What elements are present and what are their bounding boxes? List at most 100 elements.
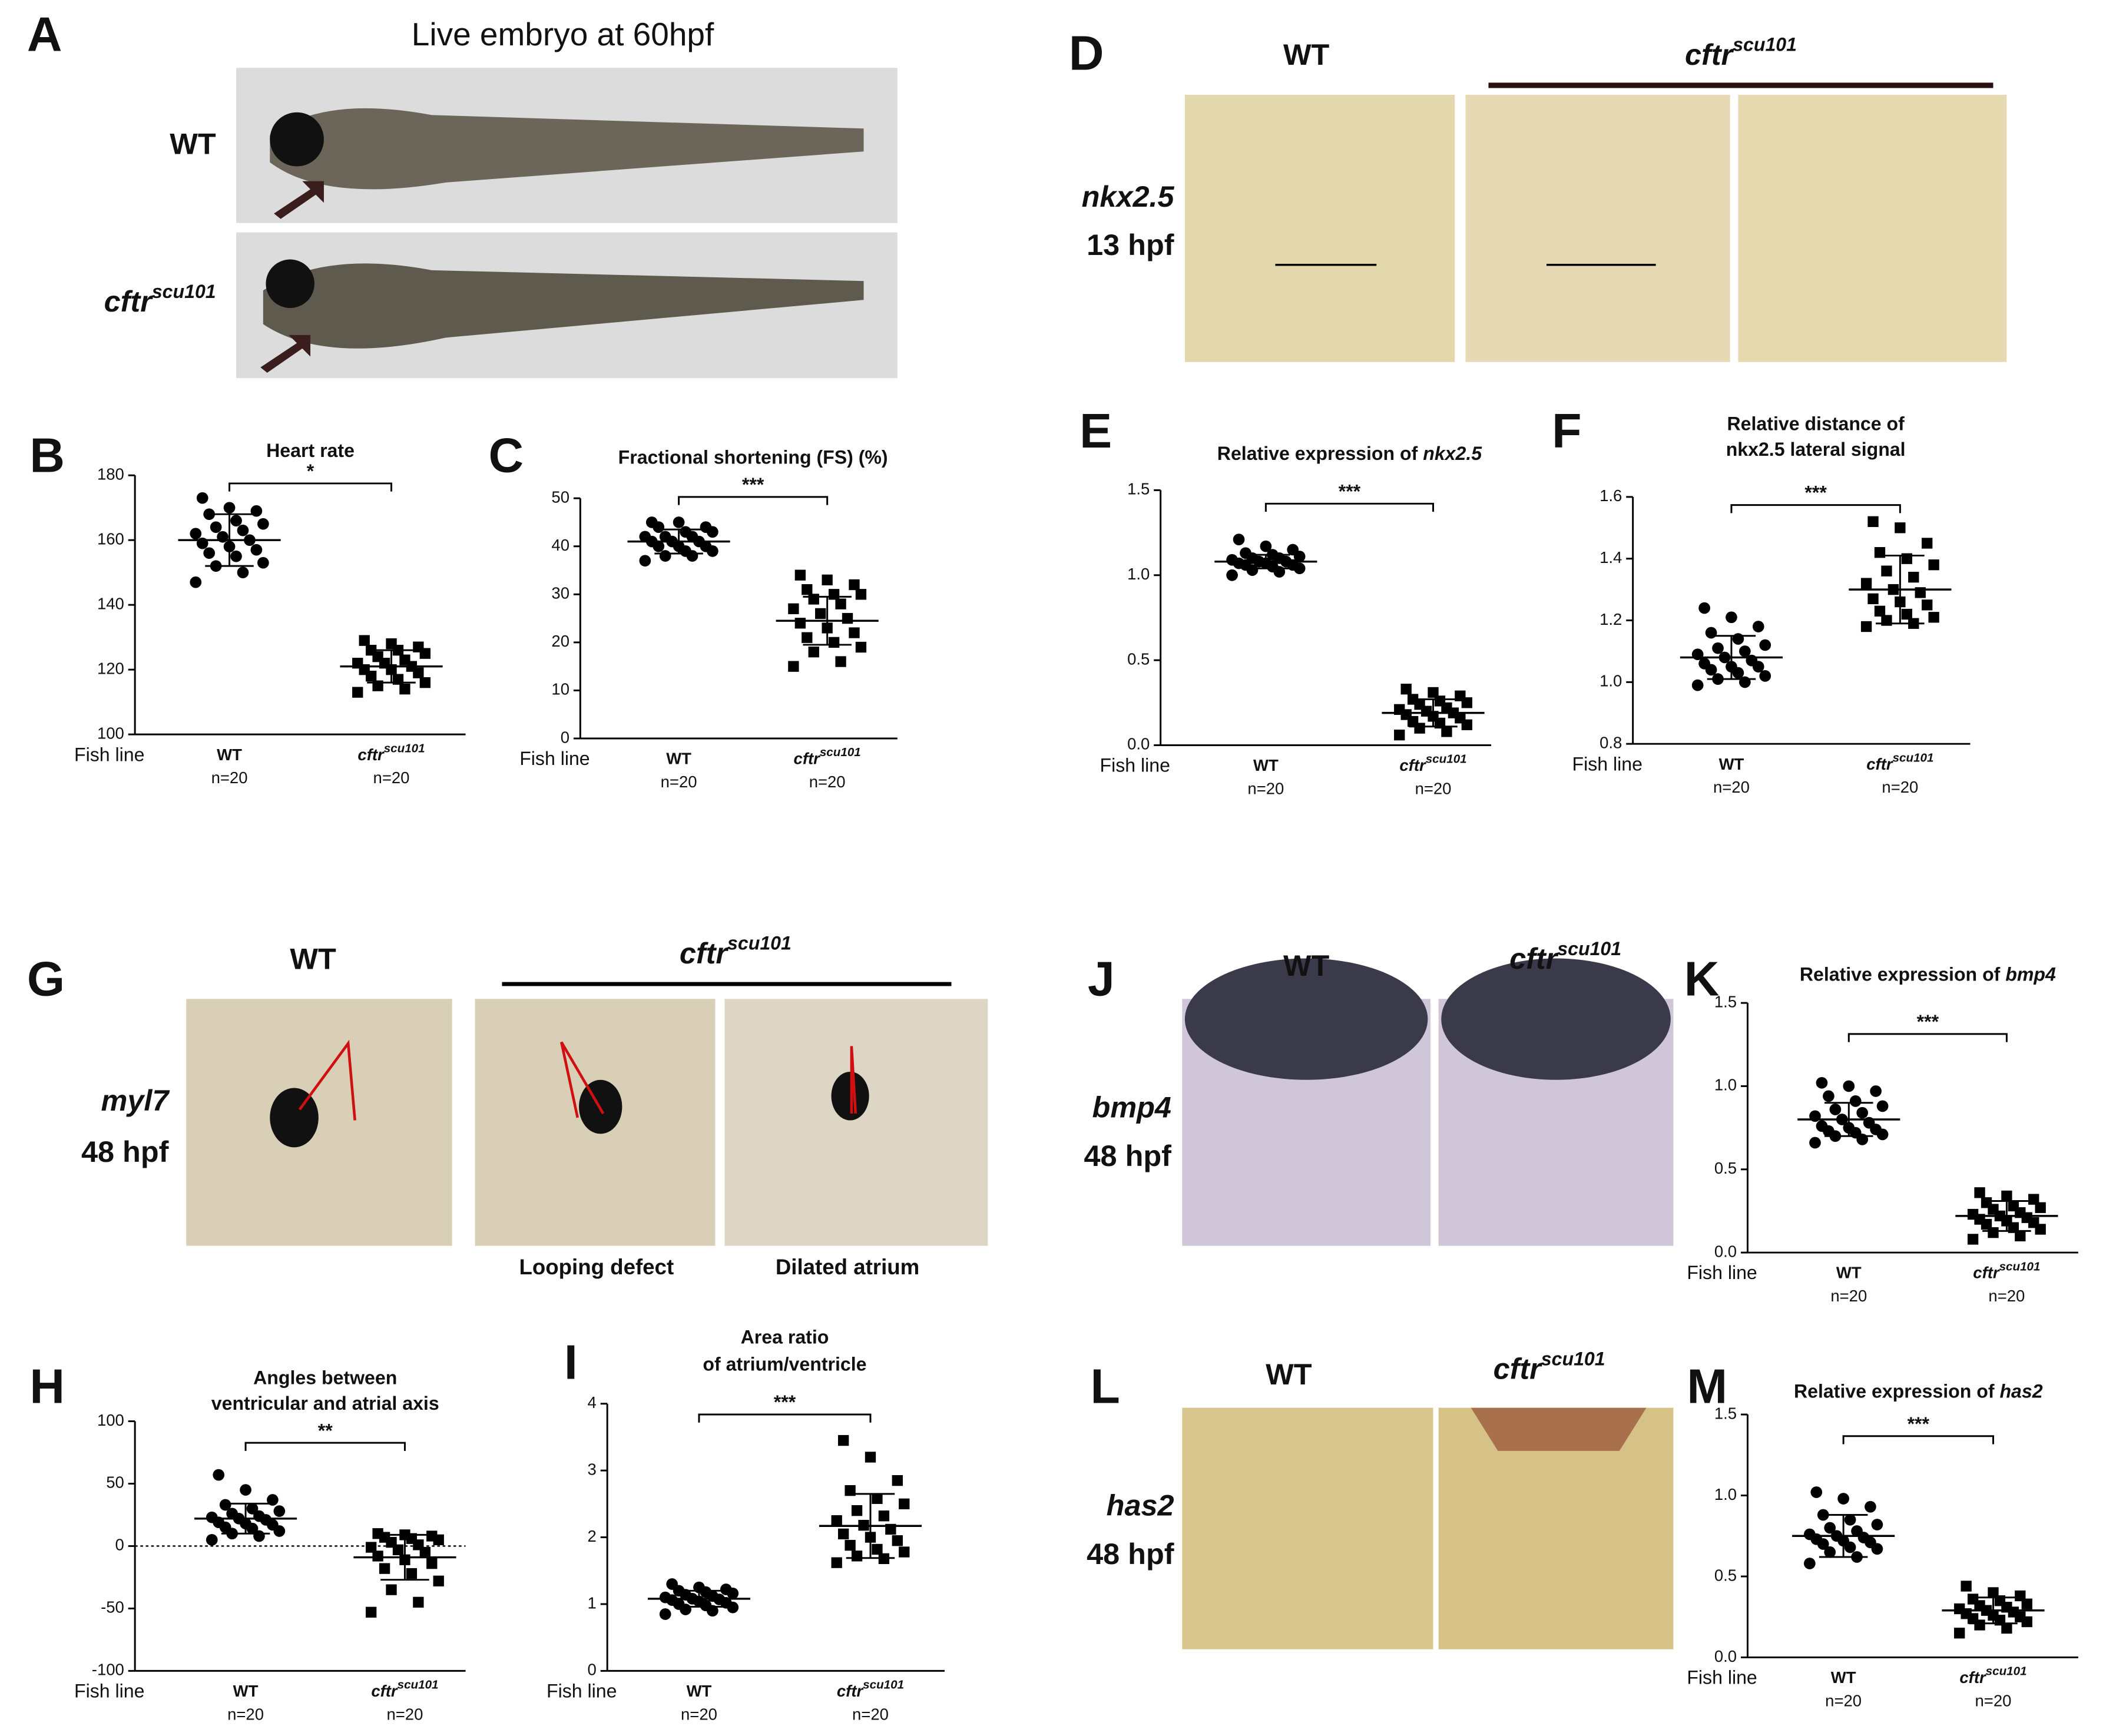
n-label: n=20 <box>1988 1287 2025 1305</box>
data-point <box>223 502 236 514</box>
data-point <box>1849 1095 1862 1107</box>
category-sup: scu101 <box>863 1678 904 1692</box>
category-sup: scu101 <box>1986 1665 2027 1678</box>
significance-bracket <box>229 482 393 492</box>
data-point <box>808 594 819 605</box>
n-label: n=20 <box>1713 778 1750 796</box>
data-point <box>237 566 249 579</box>
y-tick-label: 1.0 <box>1127 565 1150 583</box>
data-point <box>426 1558 438 1569</box>
data-point <box>240 1484 251 1496</box>
title-text: Relative expression of <box>1800 964 2005 985</box>
stage: 13 hpf <box>1087 228 1174 261</box>
gene: myl7 <box>101 1084 170 1117</box>
data-point <box>1824 1522 1836 1534</box>
category-sup: scu101 <box>820 746 861 760</box>
y-tick-label: 40 <box>551 536 569 554</box>
data-point <box>849 627 860 638</box>
data-point <box>872 1543 883 1555</box>
data-point <box>2015 1230 2026 1241</box>
stage: 48 hpf <box>1084 1139 1172 1172</box>
category-sup: scu101 <box>1893 751 1934 765</box>
data-point <box>237 524 249 536</box>
category: cftr <box>1399 756 1426 774</box>
title-text: ventricular and atrial axis <box>211 1393 439 1414</box>
data-point <box>1928 559 1939 571</box>
x-tick-label: cftrscu101 <box>357 742 425 764</box>
data-point <box>639 531 651 543</box>
data-point <box>680 526 691 538</box>
chart-title: Heart rate <box>266 440 355 462</box>
x-tick-label: WT <box>217 746 242 764</box>
chart-title: Fractional shortening (FS) (%) <box>618 447 888 468</box>
data-point <box>659 531 671 543</box>
y-tick-label: 0.5 <box>1714 1566 1737 1584</box>
photo <box>724 999 988 1246</box>
gene: bmp4 <box>1092 1090 1171 1124</box>
data-point <box>1844 1513 1856 1526</box>
chart-title: Relative expression of bmp4 <box>1800 964 2056 985</box>
data-point <box>835 598 846 609</box>
arrow <box>260 334 311 373</box>
data-point <box>1865 1500 1876 1513</box>
data-point <box>1809 1137 1821 1149</box>
data-point <box>788 603 799 614</box>
data-point <box>206 1511 218 1523</box>
n-label: n=20 <box>211 768 248 787</box>
title-text: Heart rate <box>266 440 355 462</box>
data-point <box>399 654 410 665</box>
data-point <box>426 1530 438 1542</box>
data-point <box>899 1546 910 1558</box>
data-point <box>219 1499 231 1511</box>
y-tick-label: 10 <box>551 680 569 698</box>
title-text: Relative distance of <box>1727 413 1905 435</box>
data-point <box>1705 627 1717 639</box>
allele: scu101 <box>727 933 792 954</box>
data-point <box>2008 1200 2019 1212</box>
x-tick-label: WT <box>1253 756 1279 774</box>
data-point <box>413 1596 424 1608</box>
y-tick-label: 0.0 <box>1714 1647 1737 1665</box>
data-point <box>794 569 806 581</box>
column-label: cftrscu101 <box>1494 1349 1605 1386</box>
data-point <box>433 1575 444 1586</box>
chart: Area ratio of atrium/ventricle 0 1 2 3 4 Fish l… <box>547 1327 945 1723</box>
n-label: n=20 <box>661 773 697 791</box>
y-tick-label: 0.0 <box>1127 735 1150 753</box>
data-point <box>190 528 202 540</box>
category: WT <box>1831 1668 1856 1687</box>
column-label: WT <box>1283 38 1330 71</box>
data-point <box>1881 565 1892 577</box>
row-label: WT <box>170 127 216 160</box>
x-tick-label: cftrscu101 <box>1866 751 1933 773</box>
title-text: Relative expression of <box>1217 443 1423 464</box>
significance: *** <box>1339 481 1361 502</box>
tissue <box>1471 1407 1647 1451</box>
data-point <box>196 492 208 504</box>
data-point <box>1816 1120 1828 1132</box>
data-point <box>273 1505 286 1517</box>
n-label: n=20 <box>1415 779 1452 797</box>
data-point <box>835 656 846 667</box>
title-text: Angles between <box>253 1367 397 1389</box>
title-gene: bmp4 <box>2005 964 2056 985</box>
category-sup: scu101 <box>1426 753 1467 766</box>
category: WT <box>687 1682 712 1700</box>
data-point <box>865 1452 876 1463</box>
category-sup: scu101 <box>398 1678 439 1692</box>
data-point <box>1974 1187 1985 1198</box>
data-point <box>639 555 651 567</box>
panel-letter: A <box>27 8 62 62</box>
data-point <box>892 1535 903 1546</box>
y-tick-label: 0 <box>588 1661 597 1679</box>
data-point <box>700 521 712 533</box>
x-tick-label: WT <box>1831 1668 1856 1687</box>
data-point <box>365 1606 377 1618</box>
data-point <box>851 1505 863 1516</box>
data-point <box>226 1508 238 1520</box>
chart: Fractional shortening (FS) (%) 0 10 20 30 40 5… <box>519 447 898 791</box>
n-label: n=20 <box>373 768 410 787</box>
category: WT <box>1253 756 1279 774</box>
